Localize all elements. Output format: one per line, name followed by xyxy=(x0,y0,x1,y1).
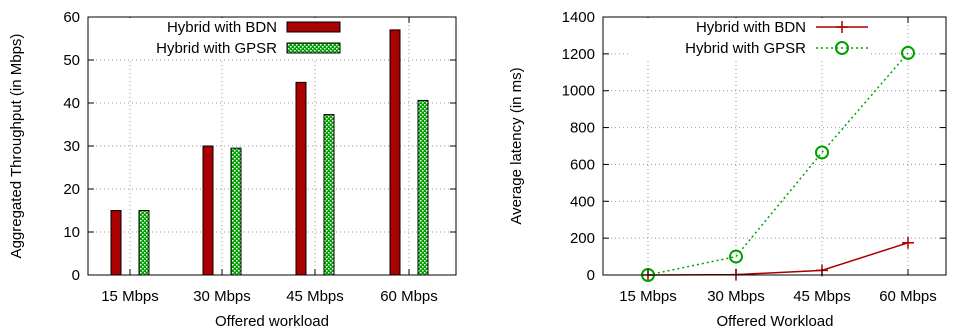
point-marker-plus xyxy=(902,236,914,249)
point-marker-plus xyxy=(836,21,848,33)
bar xyxy=(110,210,122,276)
y-tick-label: 600 xyxy=(570,156,595,173)
right-legend: Hybrid with BDN Hybrid with GPSR xyxy=(630,18,870,58)
right-x-ticks: 15 Mbps 30 Mbps 45 Mbps 60 Mbps xyxy=(619,17,937,305)
right-y-axis-label: Average latency (in ms) xyxy=(508,67,525,224)
right-x-axis-label: Offered Workload xyxy=(716,313,833,330)
y-tick-label: 10 xyxy=(63,224,80,241)
bar xyxy=(417,99,429,276)
left-y-ticks: 0 10 20 30 40 50 60 xyxy=(63,9,456,284)
y-tick-label: 1400 xyxy=(562,9,595,26)
y-tick-label: 30 xyxy=(63,138,80,155)
legend-sample-bdn xyxy=(816,21,868,33)
x-tick-label: 30 Mbps xyxy=(193,288,251,305)
y-tick-label: 200 xyxy=(570,230,595,247)
y-tick-label: 400 xyxy=(570,193,595,210)
point-marker-circle xyxy=(835,41,849,55)
bar xyxy=(202,145,214,276)
latency-chart: 0 200 400 600 800 1000 1200 1400 15 Mbps 30 Mbps… xyxy=(508,9,947,330)
y-tick-label: 800 xyxy=(570,120,595,137)
left-x-axis-label: Offered workload xyxy=(215,313,329,330)
point-marker-circle xyxy=(729,249,743,264)
bar xyxy=(295,81,307,276)
legend-label-gpsr: Hybrid with GPSR xyxy=(156,40,277,57)
x-tick-label: 45 Mbps xyxy=(286,288,344,305)
y-tick-label: 1000 xyxy=(562,83,595,100)
y-tick-label: 20 xyxy=(63,181,80,198)
right-y-ticks: 0 200 400 600 800 1000 1200 1400 xyxy=(562,9,946,284)
point-marker-circle xyxy=(815,145,829,160)
left-bars xyxy=(110,29,429,276)
x-tick-label: 15 Mbps xyxy=(619,288,677,305)
legend-swatch-bdn xyxy=(286,21,341,33)
x-tick-label: 60 Mbps xyxy=(380,288,438,305)
legend-swatch-gpsr xyxy=(286,42,341,54)
legend-label-gpsr: Hybrid with GPSR xyxy=(685,40,806,57)
y-tick-label: 40 xyxy=(63,95,80,112)
legend-sample-gpsr xyxy=(816,41,868,55)
y-tick-label: 50 xyxy=(63,52,80,69)
throughput-chart: 0 10 20 30 40 50 60 15 Mbps 30 Mbps 45 Mbps 60 Mb… xyxy=(8,9,457,330)
series-line xyxy=(647,242,909,276)
left-legend: Hybrid with BDN Hybrid with GPSR xyxy=(110,18,346,58)
legend-box xyxy=(630,18,870,58)
legend-label-bdn: Hybrid with BDN xyxy=(167,19,277,36)
y-tick-label: 0 xyxy=(587,267,595,284)
bar xyxy=(323,114,335,276)
left-grid xyxy=(88,17,456,275)
legend-label-bdn: Hybrid with BDN xyxy=(696,19,806,36)
right-lines xyxy=(641,45,915,282)
x-tick-label: 15 Mbps xyxy=(101,288,159,305)
x-tick-label: 60 Mbps xyxy=(879,288,937,305)
point-marker-circle xyxy=(901,45,915,60)
right-plot-frame xyxy=(602,16,947,276)
y-tick-label: 1200 xyxy=(562,46,595,63)
x-tick-label: 30 Mbps xyxy=(707,288,765,305)
left-x-ticks: 15 Mbps 30 Mbps 45 Mbps 60 Mbps xyxy=(101,17,438,305)
bar xyxy=(389,29,401,276)
series-line xyxy=(647,52,909,276)
x-tick-label: 45 Mbps xyxy=(793,288,851,305)
left-y-axis-label: Aggregated Throughput (in Mbps) xyxy=(8,34,25,259)
y-tick-label: 60 xyxy=(63,9,80,26)
bar xyxy=(138,210,150,276)
y-tick-label: 0 xyxy=(72,267,80,284)
bar xyxy=(230,147,242,276)
